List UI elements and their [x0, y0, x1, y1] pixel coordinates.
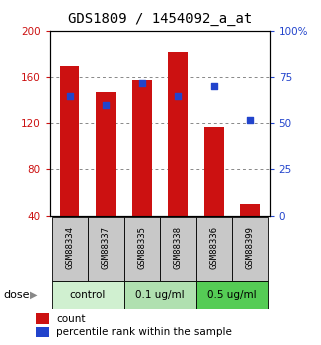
Bar	[204, 127, 224, 216]
Bar	[196, 281, 268, 309]
Text: count: count	[56, 314, 85, 324]
Bar	[36, 327, 49, 337]
Text: ▶: ▶	[30, 290, 38, 300]
Text: GSM88338: GSM88338	[173, 226, 182, 269]
Point	[247, 117, 252, 122]
Bar	[132, 79, 152, 216]
Text: 0.5 ug/ml: 0.5 ug/ml	[207, 290, 256, 300]
Text: GSM88337: GSM88337	[101, 226, 110, 269]
Bar	[36, 313, 49, 324]
Bar	[52, 217, 88, 281]
Point	[211, 84, 216, 89]
Bar	[168, 52, 188, 216]
Bar	[60, 66, 80, 216]
Text: GSM88334: GSM88334	[65, 226, 74, 269]
Text: GSM88399: GSM88399	[245, 226, 254, 269]
Bar	[88, 217, 124, 281]
Point	[139, 80, 144, 86]
Text: GDS1809 / 1454092_a_at: GDS1809 / 1454092_a_at	[68, 12, 253, 26]
Text: GSM88336: GSM88336	[209, 226, 218, 269]
Text: GSM88335: GSM88335	[137, 226, 146, 269]
Bar	[196, 217, 232, 281]
Bar	[96, 92, 116, 216]
Bar	[124, 217, 160, 281]
Bar	[160, 217, 196, 281]
Bar	[52, 281, 124, 309]
Bar	[232, 217, 268, 281]
Text: dose: dose	[3, 290, 30, 300]
Text: 0.1 ug/ml: 0.1 ug/ml	[135, 290, 185, 300]
Text: control: control	[69, 290, 106, 300]
Point	[175, 93, 180, 98]
Point	[67, 93, 72, 98]
Bar	[240, 204, 260, 216]
Point	[103, 102, 108, 108]
Bar	[124, 281, 196, 309]
Text: percentile rank within the sample: percentile rank within the sample	[56, 327, 232, 337]
